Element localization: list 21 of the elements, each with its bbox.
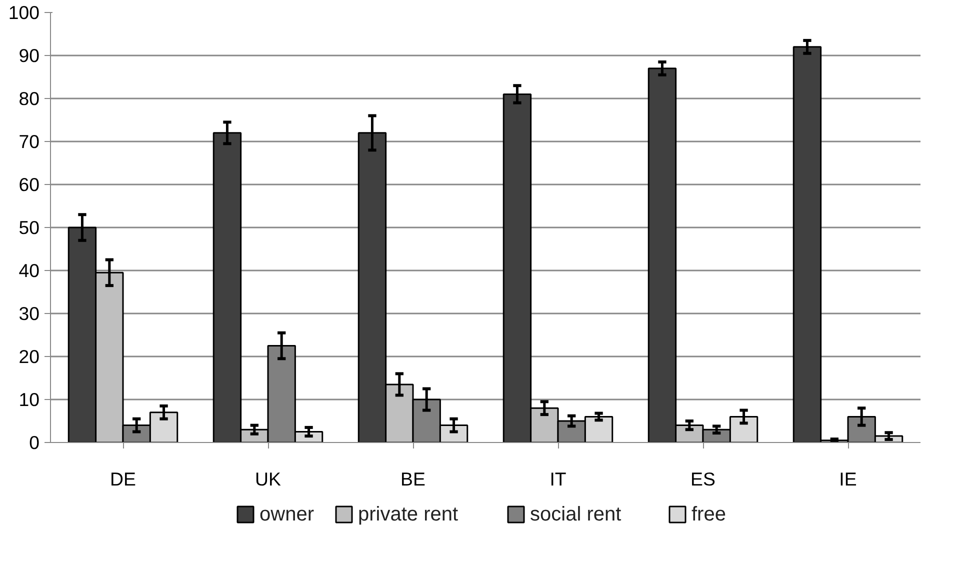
x-tick-label: IT [550, 468, 566, 490]
y-tick-label: 50 [18, 217, 40, 238]
x-tick-label: ES [690, 468, 716, 490]
legend-label: social rent [530, 504, 622, 526]
y-tick-label: 60 [18, 174, 40, 195]
x-tick-label: BE [400, 468, 426, 490]
legend-label: free [692, 504, 726, 526]
legend-label: owner [260, 504, 314, 526]
x-tick-label: UK [255, 468, 282, 490]
y-tick-label: 30 [18, 303, 40, 324]
x-tick-label: DE [110, 468, 136, 490]
y-tick-label: 0 [29, 432, 40, 453]
x-tick-label: IE [839, 468, 857, 490]
y-tick-label: 70 [18, 131, 40, 152]
y-tick-label: 10 [18, 389, 40, 410]
y-tick-label: 90 [18, 45, 40, 66]
legend-label: private rent [358, 504, 458, 526]
y-tick-label: 40 [18, 260, 40, 281]
y-tick-label: 80 [18, 88, 40, 109]
y-tick-label: 20 [18, 346, 40, 367]
y-tick-label: 100 [8, 2, 40, 23]
